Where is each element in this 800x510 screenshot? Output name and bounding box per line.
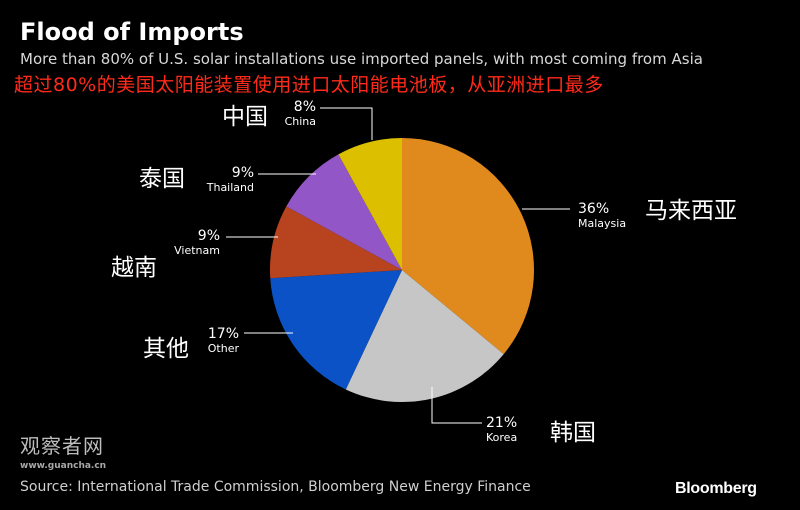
chart-subtitle-chinese: 超过80%的美国太阳能装置使用进口太阳能电池板，从亚洲进口最多	[14, 74, 604, 96]
data-label-korea-pct: 21%	[486, 415, 517, 431]
data-label-vietnam-pct: 9%	[198, 228, 220, 244]
data-label-malaysia-chinese: 马来西亚	[645, 198, 737, 224]
pie-slices	[269, 138, 535, 403]
data-label-malaysia-name: Malaysia	[578, 217, 626, 230]
data-label-thailand-chinese: 泰国	[139, 166, 185, 192]
data-label-china-pct: 8%	[294, 99, 316, 115]
watermark-url: www.guancha.cn	[20, 461, 107, 471]
data-label-china-name: China	[285, 115, 316, 128]
pie-slice-china	[338, 138, 402, 270]
data-label-thailand-name: Thailand	[206, 181, 254, 194]
data-label-other-pct: 17%	[208, 326, 239, 342]
leader-lines	[226, 107, 570, 424]
data-label-thailand-pct: 9%	[232, 165, 254, 181]
data-label-vietnam-chinese: 越南	[111, 255, 157, 281]
source-note: Source: International Trade Commission, …	[20, 479, 531, 495]
pie-slice-vietnam	[269, 206, 402, 279]
bloomberg-logo: Bloomberg	[675, 480, 757, 497]
data-label-other-name: Other	[208, 342, 240, 355]
pie-slice-malaysia	[402, 138, 535, 355]
data-label-china-chinese: 中国	[222, 104, 268, 130]
data-label-vietnam-name: Vietnam	[174, 244, 220, 257]
data-label-malaysia-pct: 36%	[578, 201, 609, 217]
leader-line-korea	[431, 387, 482, 424]
watermark-text: 观察者网	[20, 434, 104, 458]
pie-slice-korea	[345, 270, 504, 403]
pie-slice-other	[270, 270, 402, 390]
data-label-other-chinese: 其他	[143, 336, 189, 362]
data-label-korea-chinese: 韩国	[550, 420, 596, 446]
pie-slice-thailand	[286, 154, 402, 270]
chart-title: Flood of Imports	[20, 18, 244, 46]
data-label-korea-name: Korea	[486, 431, 517, 444]
chart-subtitle: More than 80% of U.S. solar installation…	[20, 50, 703, 68]
leader-line-china	[320, 107, 373, 140]
watermark: 观察者网 www.guancha.cn	[20, 430, 106, 471]
